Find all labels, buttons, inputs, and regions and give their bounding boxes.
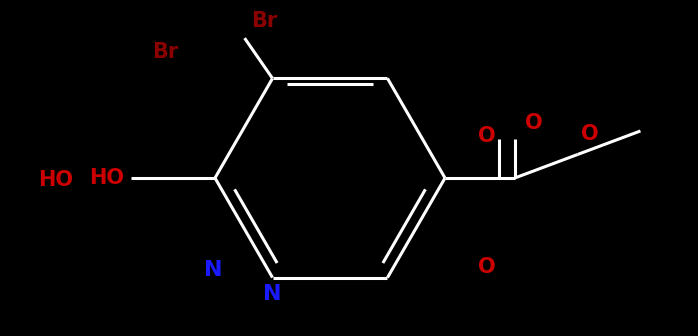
- Text: HO: HO: [89, 168, 124, 188]
- Text: Br: Br: [152, 42, 179, 62]
- Text: O: O: [526, 113, 543, 133]
- Text: O: O: [581, 124, 599, 144]
- Text: O: O: [478, 126, 496, 146]
- Text: Br: Br: [251, 11, 278, 31]
- Text: O: O: [478, 257, 496, 277]
- Text: N: N: [263, 284, 282, 304]
- Text: HO: HO: [38, 170, 73, 190]
- Text: N: N: [204, 260, 222, 281]
